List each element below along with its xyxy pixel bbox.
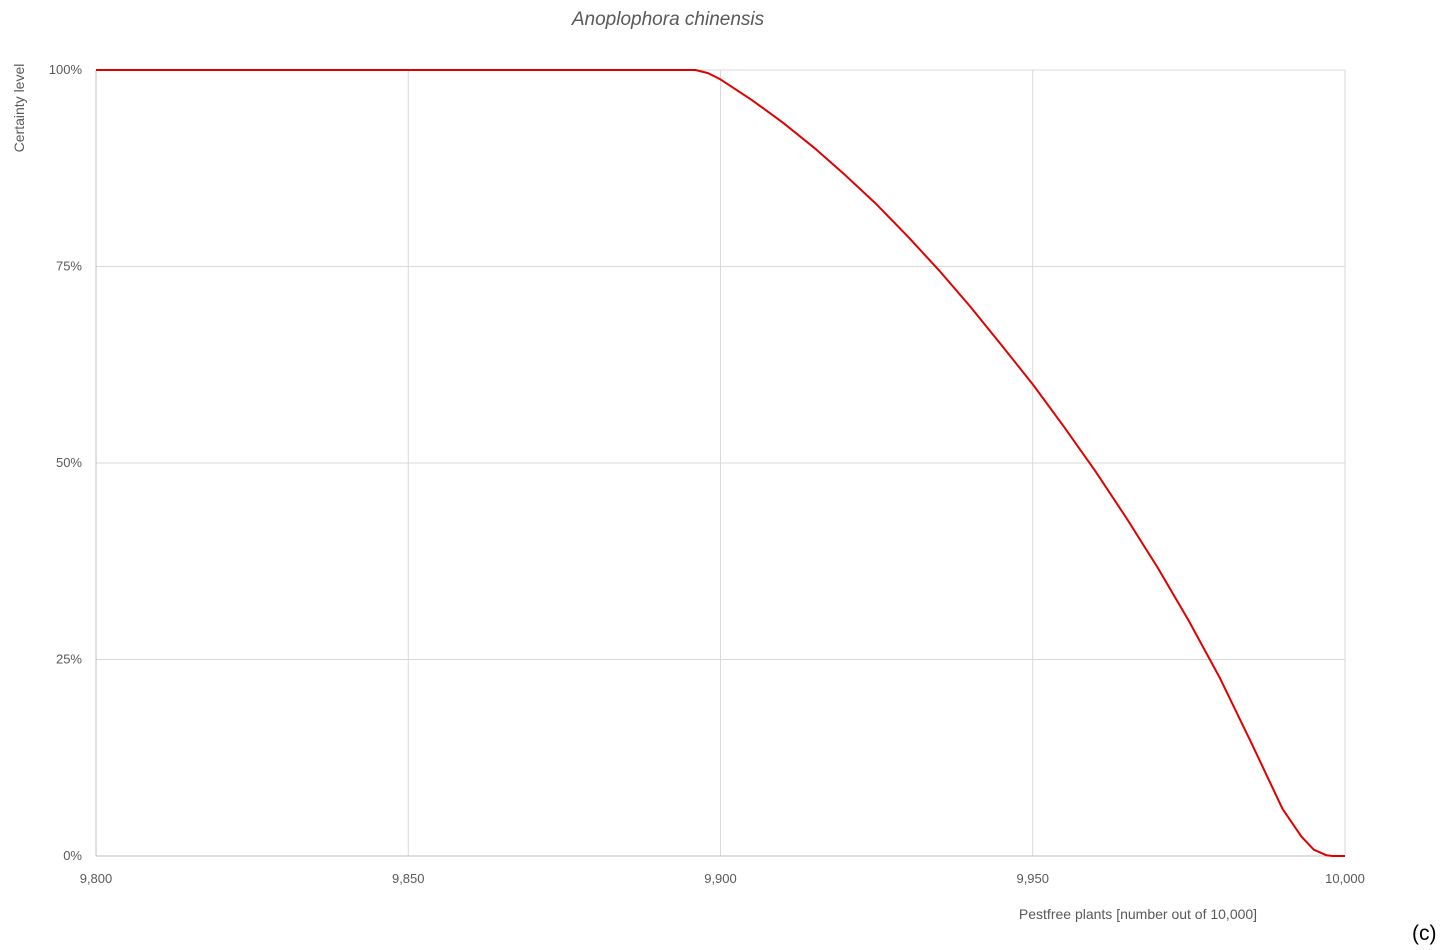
y-tick-label: 25% bbox=[56, 652, 82, 667]
y-tick-label: 50% bbox=[56, 455, 82, 470]
axes bbox=[95, 70, 1345, 857]
x-tick-label: 9,850 bbox=[392, 871, 425, 886]
gridlines bbox=[96, 69, 1346, 856]
y-tick-label: 75% bbox=[56, 259, 82, 274]
x-tick-label: 9,800 bbox=[80, 871, 113, 886]
x-tick-label: 10,000 bbox=[1325, 871, 1365, 886]
series-line bbox=[96, 69, 1345, 857]
x-axis-title: Pestfree plants [number out of 10,000] bbox=[1019, 906, 1257, 922]
y-tick-label: 100% bbox=[49, 62, 83, 77]
y-axis-title: Certainty level bbox=[11, 64, 27, 153]
chart-title: Anoplophora chinensis bbox=[571, 9, 765, 30]
x-tick-label: 9,900 bbox=[704, 871, 737, 886]
x-tick-label: 9,950 bbox=[1016, 871, 1049, 886]
y-tick-label: 0% bbox=[63, 848, 82, 863]
y-tick-labels: 0% 25% 50% 75% 100% bbox=[49, 62, 83, 863]
panel-label: (c) bbox=[1412, 922, 1437, 945]
series-group bbox=[96, 69, 1345, 857]
x-tick-labels: 9,800 9,850 9,900 9,950 10,000 bbox=[80, 871, 1365, 886]
